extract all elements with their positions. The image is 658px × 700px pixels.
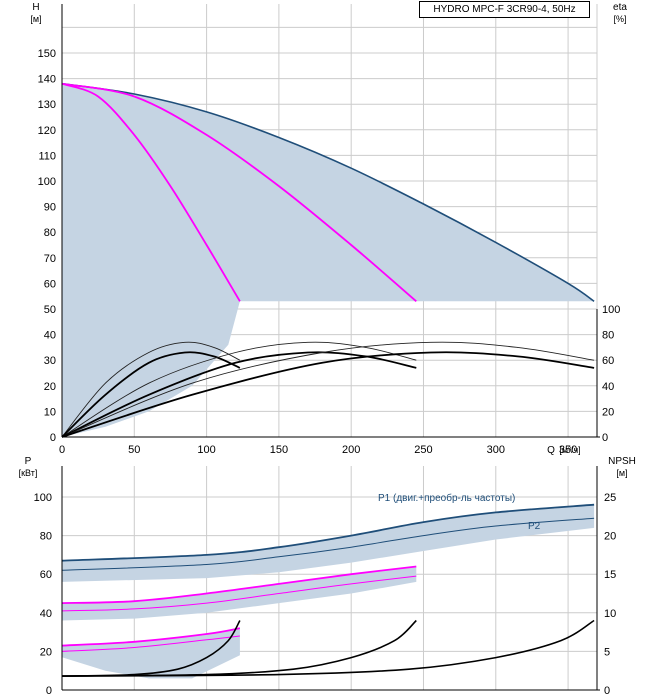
x-tick-label: 250 bbox=[414, 444, 432, 456]
eta-curve-1-upper bbox=[61, 341, 241, 438]
eta-curve-1 bbox=[61, 351, 241, 438]
product-label: HYDRO MPC-F 3CR90-4, 50Hz bbox=[419, 1, 590, 18]
y-tick-label: 0 bbox=[50, 432, 56, 444]
y2-tick-label: 20 bbox=[602, 406, 614, 418]
y-tick-label: 10 bbox=[44, 406, 56, 418]
head-panel: 0 10 20 30 40 50 60 70 80 90 100 110 120 130 140 150 0 50… bbox=[30, 2, 627, 456]
y-tick-label: 60 bbox=[44, 278, 56, 290]
y-tick-label: 110 bbox=[38, 150, 56, 162]
eta-curve-2-upper bbox=[61, 341, 417, 438]
y2-axis-title: NPSH bbox=[608, 456, 636, 467]
p2-two-pumps-curve bbox=[61, 575, 417, 612]
y-tick-label: 50 bbox=[44, 304, 56, 316]
y2-tick-label: 5 bbox=[604, 646, 610, 658]
p1-annotation: P1 (двиг.+преобр-ль частоты) bbox=[378, 492, 515, 504]
y-tick-label: 100 bbox=[38, 176, 56, 188]
y2-tick-label: 0 bbox=[604, 685, 610, 697]
y2-tick-label: 15 bbox=[604, 569, 616, 581]
y-tick-label: 40 bbox=[40, 608, 52, 620]
y-tick-label: 20 bbox=[40, 646, 52, 658]
p1-two-pumps-curve bbox=[61, 565, 417, 604]
eta-curve-3-upper bbox=[61, 341, 595, 438]
y2-tick-label: 40 bbox=[602, 381, 614, 393]
y-tick-label: 90 bbox=[44, 202, 56, 214]
power-two-pumps-area bbox=[62, 566, 417, 621]
y2-tick-label: 60 bbox=[602, 355, 614, 367]
y-tick-label: 80 bbox=[40, 531, 52, 543]
x-tick-label: 150 bbox=[270, 444, 288, 456]
y-tick-label: 120 bbox=[38, 125, 56, 137]
y-tick-label: 130 bbox=[38, 99, 56, 111]
max-speed-head-curve bbox=[61, 82, 595, 302]
y2-axis-title: eta bbox=[613, 2, 627, 13]
y-axis-title: H bbox=[32, 2, 39, 13]
y-tick-label: 100 bbox=[34, 492, 52, 504]
x-tick-label: 300 bbox=[487, 444, 505, 456]
y-tick-label: 70 bbox=[44, 253, 56, 265]
y2-axis-unit: [%] bbox=[613, 14, 626, 24]
y2-tick-label: 25 bbox=[604, 492, 616, 504]
two-pumps-head-curve bbox=[61, 82, 417, 302]
y-tick-label: 20 bbox=[44, 381, 56, 393]
y-tick-label: 40 bbox=[44, 330, 56, 342]
one-pump-head-curve bbox=[61, 82, 241, 302]
y-axis-unit: [кВт] bbox=[19, 468, 38, 478]
p2-one-pump-curve bbox=[61, 635, 240, 652]
x-axis-title: Q bbox=[547, 445, 555, 456]
p2-curve bbox=[61, 517, 595, 571]
power-envelope-area bbox=[62, 504, 595, 582]
y2-tick-label: 20 bbox=[604, 531, 616, 543]
y2-tick-label: 10 bbox=[604, 608, 616, 620]
npsh-curve-3 bbox=[61, 619, 595, 677]
eta-curve-3 bbox=[61, 351, 595, 438]
y-axis-title: P bbox=[25, 456, 32, 467]
power-npsh-panel: 0 20 40 60 80 100 0 5 10 15 20 25 P[кВт] NPSH[м] P1 (д… bbox=[19, 456, 636, 697]
p1-curve bbox=[61, 503, 595, 562]
x-tick-label: 350 bbox=[559, 444, 577, 456]
y-tick-label: 150 bbox=[38, 48, 56, 60]
p2-annotation: P2 bbox=[528, 521, 541, 532]
y-tick-label: 30 bbox=[44, 355, 56, 367]
x-tick-label: 100 bbox=[197, 444, 215, 456]
y2-tick-label: 0 bbox=[602, 432, 608, 444]
x-tick-label: 200 bbox=[342, 444, 360, 456]
head-envelope-area bbox=[62, 83, 595, 437]
y-tick-label: 80 bbox=[44, 227, 56, 239]
y-tick-label: 140 bbox=[38, 74, 56, 86]
y2-tick-label: 80 bbox=[602, 330, 614, 342]
y-axis-unit: [м] bbox=[30, 14, 41, 24]
y-tick-label: 0 bbox=[46, 685, 52, 697]
x-tick-label: 0 bbox=[59, 444, 65, 456]
y2-tick-label: 100 bbox=[602, 304, 620, 316]
p1-one-pump-curve bbox=[61, 627, 241, 647]
y2-axis-unit: [м] bbox=[616, 468, 627, 478]
x-tick-label: 50 bbox=[128, 444, 140, 456]
y-tick-label: 60 bbox=[40, 569, 52, 581]
x-axis-unit: [м³/ч] bbox=[559, 445, 580, 455]
